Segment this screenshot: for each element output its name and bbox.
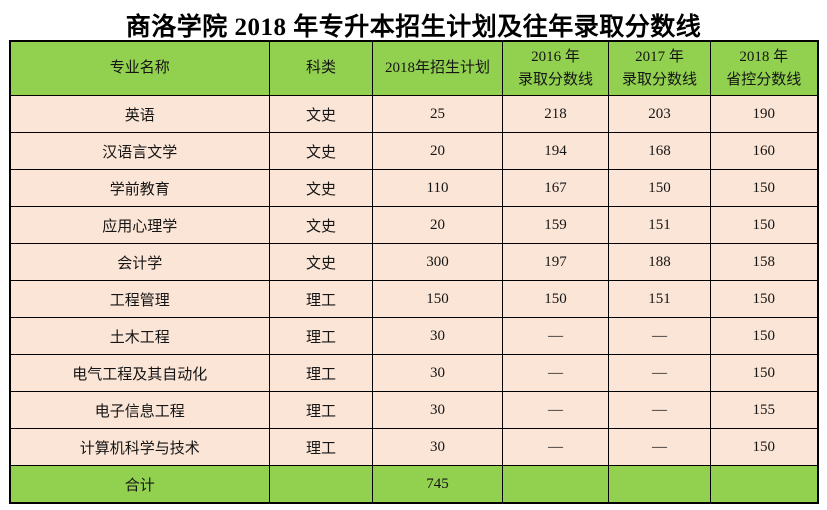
col-header-label: 2016 年 — [531, 48, 580, 65]
scoreline-2017-cell: — — [608, 317, 711, 355]
category-cell: 文史 — [269, 95, 373, 133]
table-row: 计算机科学与技术 理工 30— —150 — [9, 428, 818, 466]
controlline-2018-cell: 155 — [710, 391, 818, 429]
category-cell: 文史 — [269, 243, 373, 281]
major-cell: 土木工程 — [9, 317, 270, 355]
table-row: 电子信息工程 理工 30— —155 — [9, 391, 818, 429]
total-2016-cell — [502, 465, 609, 504]
table-row: 土木工程 理工 30— —150 — [9, 317, 818, 355]
table-row: 工程管理 理工 150 150 151 150 — [9, 280, 818, 318]
category-cell: 理工 — [269, 317, 373, 355]
plan-2018-cell: 20 — [372, 132, 503, 170]
category-cell: 文史 — [269, 132, 373, 170]
total-plan-cell: 745 — [372, 465, 503, 504]
scoreline-2016-cell: 167 — [502, 169, 609, 207]
scoreline-2016-cell: 194 — [502, 132, 609, 170]
plan-2018-cell: 25 — [372, 95, 503, 133]
table-row: 汉语言文学 文史 20 194 168 160 — [9, 132, 818, 170]
plan-2018-cell: 300 — [372, 243, 503, 281]
page-title: 商洛学院 2018 年专升本招生计划及往年录取分数线 — [125, 14, 702, 41]
major-cell: 会计学 — [9, 243, 270, 281]
col-header-plan-2018: 2018年招生计划 — [372, 40, 503, 96]
controlline-2018-cell: 150 — [710, 206, 818, 244]
total-2018-cell — [710, 465, 818, 504]
plan-2018-cell: 30 — [372, 391, 503, 429]
col-header-label: 专业名称 — [109, 60, 170, 76]
scoreline-2017-cell: 188 — [608, 243, 711, 281]
col-header-scoreline-2017: 2017 年 录取分数线 — [608, 40, 711, 96]
table-header: 专业名称 科类 2018年招生计划 2016 年 录取分数线 2017 年 — [9, 40, 818, 96]
admissions-table: 专业名称 科类 2018年招生计划 2016 年 录取分数线 2017 年 — [8, 40, 819, 504]
scoreline-2016-cell: — — [502, 317, 609, 355]
major-cell: 应用心理学 — [9, 206, 270, 244]
category-cell: 理工 — [269, 428, 373, 466]
plan-2018-cell: 30 — [372, 428, 503, 466]
total-row: 合计 745 — [9, 465, 818, 504]
category-cell: 理工 — [269, 391, 373, 429]
col-header-major: 专业名称 — [9, 40, 270, 96]
col-header-label: 2017 年 — [635, 48, 684, 65]
col-header-sublabel: 录取分数线 — [517, 71, 593, 88]
col-header-sublabel: 省控分数线 — [726, 71, 802, 88]
major-cell: 英语 — [9, 95, 270, 133]
table-footer: 合计 745 — [9, 465, 818, 504]
col-header-label: 2018年招生计划 — [384, 60, 490, 76]
scoreline-2017-cell: 203 — [608, 95, 711, 133]
scoreline-2017-cell: 168 — [608, 132, 711, 170]
scoreline-2017-cell: 150 — [608, 169, 711, 207]
col-header-scoreline-2016: 2016 年 录取分数线 — [502, 40, 609, 96]
scoreline-2016-cell: 150 — [502, 280, 609, 318]
table-row: 应用心理学 文史 20 159 151 150 — [9, 206, 818, 244]
table-row: 电气工程及其自动化 理工 30— —150 — [9, 354, 818, 392]
controlline-2018-cell: 158 — [710, 243, 818, 281]
plan-2018-cell: 30 — [372, 317, 503, 355]
scoreline-2016-cell: — — [502, 354, 609, 392]
major-cell: 计算机科学与技术 — [9, 428, 270, 466]
scoreline-2016-cell: 218 — [502, 95, 609, 133]
controlline-2018-cell: 150 — [710, 280, 818, 318]
table-row: 英语 文史 25 218 203 190 — [9, 95, 818, 133]
plan-2018-cell: 110 — [372, 169, 503, 207]
scoreline-2017-cell: 151 — [608, 206, 711, 244]
major-cell: 汉语言文学 — [9, 132, 270, 170]
col-header-label: 2018 年 — [739, 48, 789, 65]
major-cell: 电气工程及其自动化 — [9, 354, 270, 392]
category-cell: 理工 — [269, 280, 373, 318]
scoreline-2016-cell: — — [502, 428, 609, 466]
plan-2018-cell: 150 — [372, 280, 503, 318]
controlline-2018-cell: 190 — [710, 95, 818, 133]
table-row: 学前教育 文史 110 167 150 150 — [9, 169, 818, 207]
col-header-sublabel: 录取分数线 — [621, 71, 697, 88]
scoreline-2017-cell: — — [608, 354, 711, 392]
col-header-category: 科类 — [269, 40, 373, 96]
total-category-cell — [269, 465, 373, 504]
total-label-cell: 合计 — [9, 465, 270, 504]
category-cell: 文史 — [269, 169, 373, 207]
table-body: 英语 文史 25 218 203 190 汉语言文学 文史 20 194 168 160 学前教育 文史 1… — [9, 95, 818, 466]
total-2017-cell — [608, 465, 711, 504]
plan-2018-cell: 20 — [372, 206, 503, 244]
plan-2018-cell: 30 — [372, 354, 503, 392]
controlline-2018-cell: 150 — [710, 169, 818, 207]
category-cell: 理工 — [269, 354, 373, 392]
category-cell: 文史 — [269, 206, 373, 244]
scoreline-2017-cell: 151 — [608, 280, 711, 318]
scoreline-2016-cell: — — [502, 391, 609, 429]
controlline-2018-cell: 150 — [710, 317, 818, 355]
controlline-2018-cell: 150 — [710, 428, 818, 466]
controlline-2018-cell: 150 — [710, 354, 818, 392]
controlline-2018-cell: 160 — [710, 132, 818, 170]
major-cell: 工程管理 — [9, 280, 270, 318]
scoreline-2016-cell: 159 — [502, 206, 609, 244]
scoreline-2017-cell: — — [608, 391, 711, 429]
scoreline-2016-cell: 197 — [502, 243, 609, 281]
col-header-label: 科类 — [305, 60, 336, 76]
major-cell: 电子信息工程 — [9, 391, 270, 429]
col-header-controlline-2018: 2018 年 省控分数线 — [710, 40, 818, 96]
major-cell: 学前教育 — [9, 169, 270, 207]
scoreline-2017-cell: — — [608, 428, 711, 466]
table-row: 会计学 文史 300 197 188 158 — [9, 243, 818, 281]
header-row: 专业名称 科类 2018年招生计划 2016 年 录取分数线 2017 年 — [9, 40, 818, 96]
